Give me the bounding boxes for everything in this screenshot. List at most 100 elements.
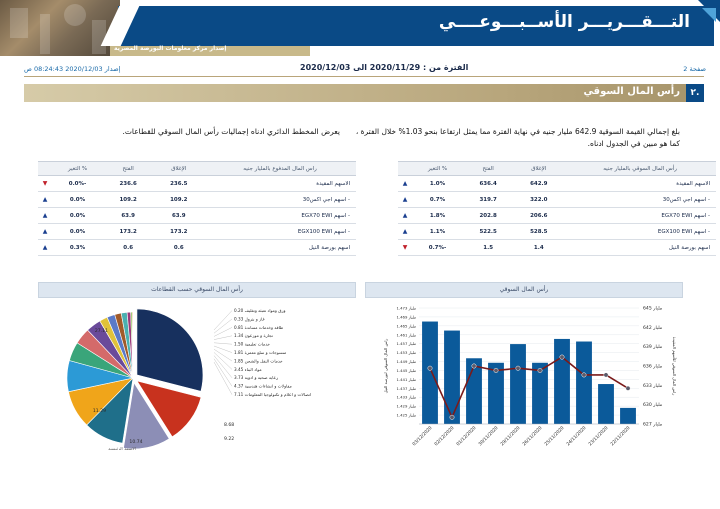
pie-leader-line bbox=[213, 352, 233, 370]
pie-data-label: 11.29 bbox=[93, 408, 106, 414]
row-change: -0.0% bbox=[52, 175, 103, 192]
bar bbox=[488, 362, 504, 424]
bar bbox=[422, 321, 438, 424]
pie-leader-line bbox=[213, 361, 233, 395]
row-open: 63.9 bbox=[102, 207, 154, 224]
right-axis-tick: مليار 627 bbox=[643, 422, 663, 428]
left-axis-tick: مليار 1.441 bbox=[396, 377, 416, 382]
line-point bbox=[537, 368, 543, 373]
x-axis-tick: 22/11/2020 bbox=[609, 425, 631, 447]
pie-legend-label: 3.73 رعاية صحية و ادوية bbox=[234, 375, 278, 380]
summary-text-pie: يعرض المخطط الدائري ادناه إجماليات رأس ا… bbox=[122, 127, 340, 136]
page-number: صفحة 2 bbox=[683, 65, 706, 73]
line-point bbox=[493, 368, 499, 373]
paid-cap-table: راس المال المدفوع بالمليار جنيه الإغلاق … bbox=[38, 161, 356, 256]
row-name: - اسهم اجي اكس30 bbox=[204, 191, 356, 208]
right-axis-tick: مليار 642 bbox=[643, 325, 663, 331]
row-open: 0.6 bbox=[102, 239, 154, 256]
section-number: ٢. bbox=[686, 84, 704, 102]
bar bbox=[510, 344, 526, 424]
left-axis-title: راس المال السوقي لبورصة النيل bbox=[383, 339, 388, 394]
left-axis-tick: مليار 1.433 bbox=[396, 395, 416, 400]
row-close: 63.9 bbox=[153, 207, 205, 224]
left-axis-tick: مليار 1.449 bbox=[396, 359, 416, 364]
row-change: 1.0% bbox=[412, 175, 463, 192]
line-point bbox=[515, 365, 521, 371]
row-change: -0.7% bbox=[412, 239, 463, 256]
left-axis-tick: مليار 1.465 bbox=[396, 323, 416, 328]
report-title: التـــقـــريـــر الأســبـــوعــــي bbox=[438, 12, 690, 32]
line-point bbox=[625, 385, 631, 391]
combo-panel-title: رأس المال السوقي bbox=[365, 282, 683, 298]
row-name: - اسهم EGX100 EWI bbox=[564, 223, 716, 240]
arrow-up-icon: ▲ bbox=[398, 191, 413, 208]
row-name: اسهم بورصة النيل bbox=[564, 239, 716, 256]
row-close: 236.5 bbox=[153, 175, 205, 192]
table-row: - اسهم اجي اكس30 322.0 319.7 0.7% ▲ bbox=[398, 191, 716, 208]
right-axis-tick: مليار 636 bbox=[643, 364, 663, 370]
pie-legend-label: 0.33 غاز و بترول bbox=[234, 316, 265, 321]
left-axis-tick: مليار 1.461 bbox=[396, 332, 416, 337]
row-close: 1.4 bbox=[513, 239, 565, 256]
issue-timestamp: إصدار 2020/12/03 08:24:43 ص bbox=[24, 65, 121, 73]
row-close: 173.2 bbox=[153, 223, 205, 240]
arrow-up-icon: ▲ bbox=[38, 223, 53, 240]
pie-legend-label: 0.81 طاقة وخدمات مساندة bbox=[234, 325, 284, 330]
table-row: - اسهم EGX70 EWI 63.9 63.9 0.0% ▲ bbox=[38, 207, 356, 224]
right-axis-title: راس المال السوقي للأسهم المقيدة bbox=[672, 337, 677, 396]
table-header: راس المال المدفوع بالمليار جنيه bbox=[204, 161, 356, 176]
row-open: 202.8 bbox=[462, 207, 514, 224]
table-row: الاسهم المقيدة 236.5 236.6 -0.0% ▼ bbox=[38, 175, 356, 192]
pie-data-label: 8.68 bbox=[224, 422, 234, 428]
row-close: 642.9 bbox=[513, 175, 565, 192]
header-banner bbox=[118, 6, 714, 46]
pie-legend-label: 1.34 تجارة و موزعون bbox=[234, 333, 274, 338]
pie-leader-line bbox=[213, 335, 233, 340]
table-row: اسهم بورصة النيل 0.6 0.6 0.3% ▲ bbox=[38, 239, 356, 256]
row-open: 236.6 bbox=[102, 175, 154, 192]
x-axis-tick: 30/11/2020 bbox=[477, 425, 499, 447]
table-header: % التغير bbox=[412, 161, 463, 176]
pie-footnote: الاسهم الرئيسية bbox=[108, 446, 136, 450]
pie-legend-label: 1.50 خدمات تعليمية bbox=[234, 342, 270, 347]
table-row: الاسهم المقيدة 642.9 636.4 1.0% ▲ bbox=[398, 175, 716, 192]
pie-slice bbox=[136, 308, 204, 392]
pie-data-label: 9.22 bbox=[224, 436, 234, 442]
row-name: الاسهم المقيدة bbox=[204, 175, 356, 192]
table-row: - اسهم EGX70 EWI 206.6 202.8 1.8% ▲ bbox=[398, 207, 716, 224]
left-axis-tick: مليار 1.429 bbox=[396, 404, 416, 409]
pie-leader-line bbox=[213, 355, 233, 378]
pie-legend-label: 4.37 مقاولات و انشاءات هندسية bbox=[234, 384, 292, 389]
table-row: - اسهم اجي اكس30 109.2 109.2 0.0% ▲ bbox=[38, 191, 356, 208]
x-axis-tick: 03/12/2020 bbox=[411, 425, 433, 447]
left-axis-tick: مليار 1.445 bbox=[396, 368, 416, 373]
report-header: التـــقـــريـــر الأســبـــوعــــي إصدار… bbox=[0, 0, 720, 56]
table-header: % التغير bbox=[52, 161, 103, 176]
row-change: 0.0% bbox=[52, 207, 103, 224]
row-name: - اسهم EGX100 EWI bbox=[204, 223, 356, 240]
section-bar bbox=[24, 84, 704, 102]
bar bbox=[620, 407, 636, 424]
pie-slice bbox=[136, 380, 202, 438]
combo-svg: مليار 627 مليار 630 مليار 633 مليار 636 مليا… bbox=[383, 306, 677, 448]
table-row: - اسهم EGX100 EWI 528.5 522.5 1.1% ▲ bbox=[398, 223, 716, 240]
table-row: اسهم بورصة النيل 1.4 1.5 -0.7% ▼ bbox=[398, 239, 716, 256]
line-point bbox=[471, 363, 477, 369]
row-change: 1.8% bbox=[412, 207, 463, 224]
pie-legend-label: 3.45 مواد البناء bbox=[234, 367, 262, 372]
pie-svg: 27.11 11.29 10.74 9.22 8.68 0.20 ورق ومواد تع… bbox=[66, 308, 311, 451]
divider bbox=[24, 76, 704, 77]
line-point bbox=[559, 354, 565, 360]
pie-slice bbox=[131, 311, 134, 379]
pie-leader-line bbox=[213, 342, 233, 345]
bar bbox=[444, 330, 460, 424]
pie-leader-line bbox=[213, 349, 233, 362]
row-open: 173.2 bbox=[102, 223, 154, 240]
pie-leader-line bbox=[213, 310, 233, 331]
row-close: 528.5 bbox=[513, 223, 565, 240]
row-change: 0.0% bbox=[52, 191, 103, 208]
right-axis-tick: مليار 639 bbox=[643, 344, 663, 350]
row-name: اسهم بورصة النيل bbox=[204, 239, 356, 256]
left-axis-tick: مليار 1.453 bbox=[396, 350, 416, 355]
pie-legend-label: 1.81 منسوجات و سلع معمرة bbox=[234, 350, 286, 355]
